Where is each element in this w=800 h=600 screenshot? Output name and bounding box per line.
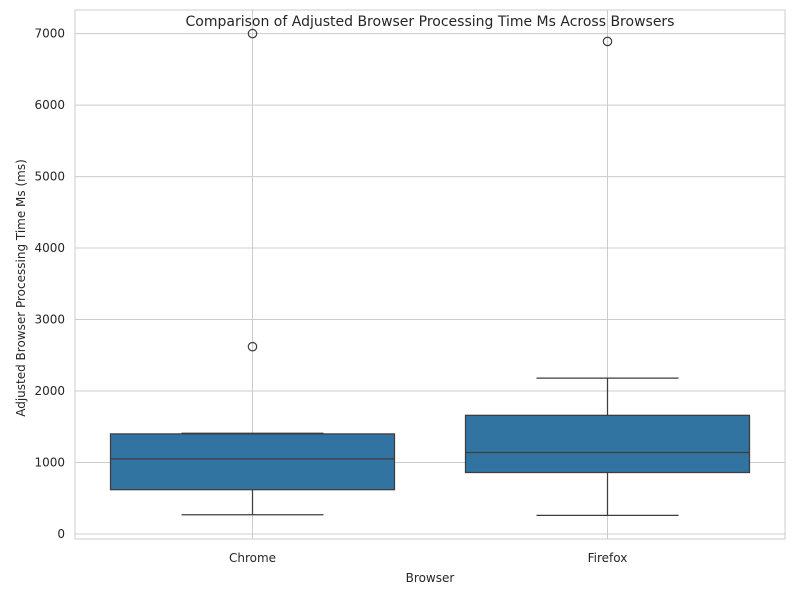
y-tick-label: 3000 bbox=[34, 313, 65, 327]
chart-title: Comparison of Adjusted Browser Processin… bbox=[186, 14, 675, 30]
x-tick-label: Firefox bbox=[588, 551, 628, 565]
y-tick-label: 6000 bbox=[34, 98, 65, 112]
outlier-point bbox=[247, 341, 258, 352]
y-axis-label: Adjusted Browser Processing Time Ms (ms) bbox=[14, 159, 28, 417]
box-group-firefox bbox=[464, 36, 751, 517]
x-axis-label: Browser bbox=[406, 571, 455, 585]
y-tick-label: 2000 bbox=[34, 384, 65, 398]
tick-labels: 0 1000 2000 3000 4000 5000 6000 7000 Chrome Firef… bbox=[34, 27, 627, 565]
box-group-chrome bbox=[109, 28, 396, 516]
y-tick-label: 5000 bbox=[34, 170, 65, 184]
iqr-box bbox=[109, 433, 396, 491]
y-tick-label: 4000 bbox=[34, 241, 65, 255]
outlier-point bbox=[602, 36, 613, 47]
y-tick-label: 1000 bbox=[34, 456, 65, 470]
plot-frame bbox=[74, 9, 786, 540]
x-tick-label: Chrome bbox=[229, 551, 276, 565]
y-tick-label: 0 bbox=[57, 527, 65, 541]
y-tick-label: 7000 bbox=[34, 27, 65, 41]
iqr-box bbox=[464, 414, 751, 474]
outlier-point bbox=[247, 28, 258, 39]
box-plots bbox=[109, 28, 751, 517]
